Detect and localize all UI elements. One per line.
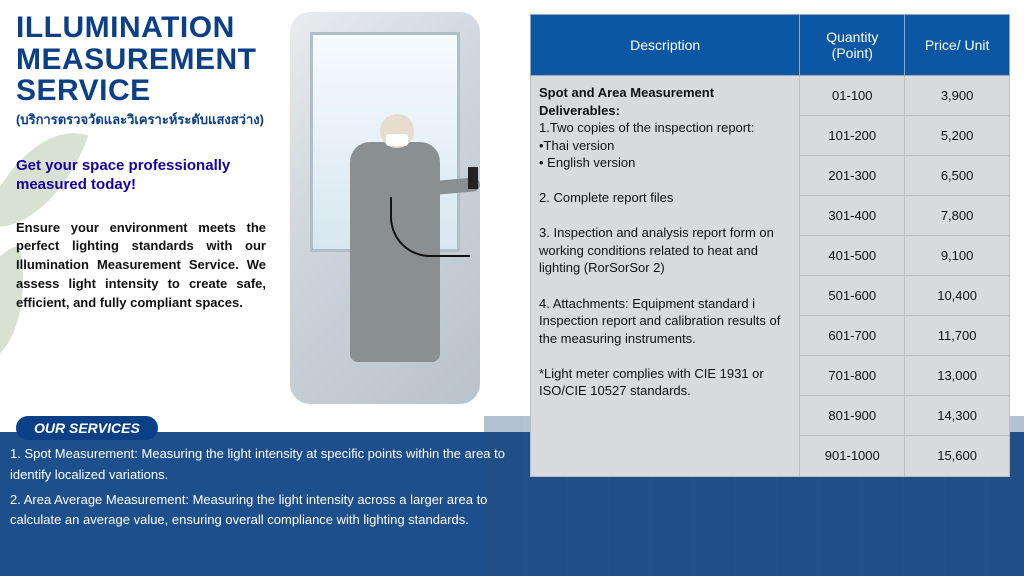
desc-title: Spot and Area Measurement Deliverables: (539, 85, 714, 118)
td-price: 3,900 5,200 6,500 7,800 9,100 10,400 11,… (905, 76, 1010, 477)
service-item-1: 1. Spot Measurement: Measuring the light… (10, 444, 520, 486)
title-line-2: MEASUREMENT (16, 44, 286, 76)
price-cell: 9,100 (905, 236, 1009, 276)
title-thai-sub: (บริการตรวจวัดและวิเคราะห์ระดับแสงสว่าง) (16, 109, 286, 130)
td-description: Spot and Area Measurement Deliverables: … (531, 76, 800, 477)
th-description: Description (531, 15, 800, 76)
td-quantity: 01-100 101-200 201-300 301-400 401-500 5… (800, 76, 905, 477)
hero-photo (290, 12, 480, 404)
desc-d1a: •Thai version (539, 138, 614, 153)
price-cell: 3,900 (905, 76, 1009, 116)
desc-d3: 3. Inspection and analysis report form o… (539, 225, 774, 275)
body-text: Ensure your environment meets the perfec… (16, 219, 266, 313)
price-cell: 15,600 (905, 436, 1009, 476)
qty-cell: 401-500 (800, 236, 904, 276)
qty-cell: 901-1000 (800, 436, 904, 476)
qty-cell: 801-900 (800, 396, 904, 436)
desc-d1b: • English version (539, 155, 635, 170)
price-cell: 11,700 (905, 316, 1009, 356)
qty-cell: 501-600 (800, 276, 904, 316)
title-line-1: ILLUMINATION (16, 12, 286, 44)
desc-d2: 2. Complete report files (539, 190, 673, 205)
desc-note: *Light meter complies with CIE 1931 or I… (539, 366, 764, 399)
price-cell: 7,800 (905, 196, 1009, 236)
left-column: ILLUMINATION MEASUREMENT SERVICE (บริการ… (16, 12, 286, 313)
price-cell: 6,500 (905, 156, 1009, 196)
desc-d1: 1.Two copies of the inspection report: (539, 120, 754, 135)
price-cell: 13,000 (905, 356, 1009, 396)
qty-cell: 701-800 (800, 356, 904, 396)
tagline: Get your space professionally measured t… (16, 156, 286, 195)
desc-d4: 4. Attachments: Equipment standard i Ins… (539, 296, 780, 346)
th-quantity: Quantity (Point) (800, 15, 905, 76)
services-header-pill: OUR SERVICES (16, 416, 158, 440)
qty-cell: 301-400 (800, 196, 904, 236)
qty-cell: 601-700 (800, 316, 904, 356)
th-price: Price/ Unit (905, 15, 1010, 76)
price-cell: 10,400 (905, 276, 1009, 316)
qty-cell: 101-200 (800, 116, 904, 156)
price-table: Description Quantity (Point) Price/ Unit… (530, 14, 1010, 477)
service-item-2: 2. Area Average Measurement: Measuring t… (10, 490, 520, 532)
price-cell: 14,300 (905, 396, 1009, 436)
qty-cell: 01-100 (800, 76, 904, 116)
price-cell: 5,200 (905, 116, 1009, 156)
page: ILLUMINATION MEASUREMENT SERVICE (บริการ… (0, 0, 1024, 576)
table-header-row: Description Quantity (Point) Price/ Unit (531, 15, 1010, 76)
table-row: Spot and Area Measurement Deliverables: … (531, 76, 1010, 477)
title-line-3: SERVICE (16, 75, 286, 107)
services-list: 1. Spot Measurement: Measuring the light… (10, 444, 520, 535)
qty-cell: 201-300 (800, 156, 904, 196)
